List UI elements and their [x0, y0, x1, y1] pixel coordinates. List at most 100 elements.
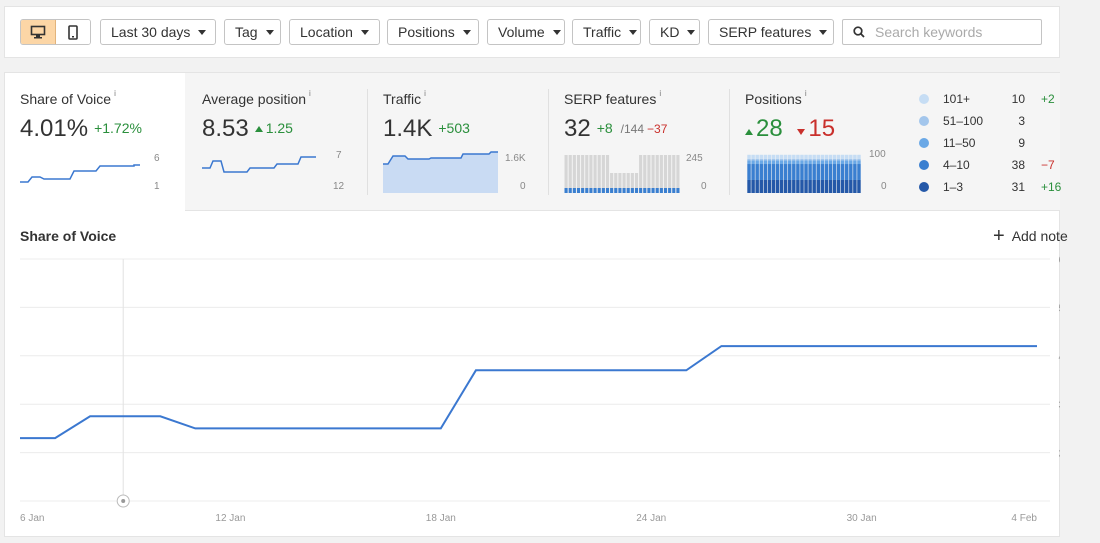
- positions-bar-segment: [775, 158, 780, 161]
- positions-stacked-sparkline: [747, 154, 861, 193]
- positions-bar-segment: [775, 154, 780, 159]
- serp-value: 32: [564, 115, 591, 142]
- positions-bar-segment: [812, 179, 816, 193]
- info-icon[interactable]: i: [804, 89, 807, 98]
- serp-bar-bg: [647, 155, 651, 188]
- serp-bar-owned: [597, 188, 601, 193]
- serp-bar-owned: [626, 188, 630, 193]
- date-range-filter[interactable]: Last 30 days: [100, 19, 216, 45]
- positions-bar-segment: [796, 179, 800, 193]
- card-value: 32 +8/144 −37: [564, 115, 667, 143]
- legend-dot: [919, 160, 929, 170]
- positions-bar-segment: [853, 158, 857, 161]
- info-icon[interactable]: i: [309, 89, 311, 98]
- positions-bar-segment: [771, 154, 776, 159]
- positions-filter[interactable]: Positions: [387, 19, 479, 45]
- mobile-icon[interactable]: [55, 20, 90, 44]
- serp-bar-bg: [630, 173, 634, 188]
- positions-bar-segment: [845, 160, 849, 165]
- positions-down: 15: [808, 115, 836, 142]
- legend-row-11-50[interactable]: 11–50 9: [915, 136, 1055, 150]
- traffic-filter[interactable]: Traffic: [572, 19, 641, 45]
- positions-bar-segment: [853, 160, 857, 165]
- positions-bar-segment: [796, 158, 800, 161]
- serp-bar-bg: [593, 155, 597, 188]
- positions-bar-segment: [751, 158, 755, 161]
- card-title: Traffic i: [383, 89, 426, 107]
- legend-dot: [919, 138, 929, 148]
- share-of-voice-card[interactable]: Share of Voice i 4.01% +1.72% 6 1: [5, 73, 185, 211]
- positions-bar-segment: [800, 158, 804, 161]
- info-icon[interactable]: i: [659, 89, 662, 98]
- positions-bar-segment: [759, 160, 763, 165]
- card-title-text: SERP features: [564, 91, 657, 107]
- info-icon[interactable]: i: [114, 89, 116, 98]
- positions-bar-segment: [832, 179, 837, 193]
- positions-bar-segment: [767, 154, 772, 159]
- average-position-card[interactable]: Average position i 8.53 1.25 7 12: [187, 73, 367, 211]
- positions-bar-segment: [845, 164, 849, 180]
- serp-bar-owned: [676, 188, 680, 193]
- serp-bar-owned: [647, 188, 651, 193]
- serp-bar-owned: [668, 188, 672, 193]
- add-note-button[interactable]: + Add note: [993, 226, 1068, 246]
- y-tick-label: 2%: [1059, 449, 1060, 460]
- positions-bar-segment: [755, 164, 759, 180]
- tag-filter[interactable]: Tag: [224, 19, 281, 45]
- serp-bar-bg: [568, 155, 572, 188]
- serp-bar-bg: [643, 155, 647, 188]
- positions-bar-segment: [771, 158, 776, 161]
- volume-filter[interactable]: Volume: [487, 19, 565, 45]
- kd-filter[interactable]: KD: [649, 19, 700, 45]
- positions-bar-segment: [755, 158, 759, 161]
- desktop-icon[interactable]: [21, 20, 56, 44]
- sparkline-tick-top: 7: [336, 150, 342, 161]
- positions-bar-segment: [857, 179, 861, 193]
- x-tick-label: 30 Jan: [847, 513, 877, 524]
- positions-bar-segment: [783, 160, 788, 165]
- serp-features-card[interactable]: SERP features i 32 +8/144 −37 245 0: [549, 73, 729, 211]
- serp-bar-owned: [581, 188, 585, 193]
- serp-bar-owned: [655, 188, 659, 193]
- legend-row-51-100[interactable]: 51–100 3: [915, 114, 1055, 128]
- x-tick-label: 24 Jan: [636, 513, 666, 524]
- positions-bar-segment: [767, 179, 772, 193]
- avg-sparkline: [202, 156, 316, 173]
- kd-label: KD: [660, 24, 680, 40]
- sparkline-tick-bottom: 0: [881, 181, 887, 192]
- x-tick-label: 6 Jan: [20, 513, 44, 524]
- positions-bar-segment: [759, 164, 763, 180]
- search-input[interactable]: [875, 24, 1035, 40]
- serp-bar-bg: [610, 173, 614, 188]
- legend-row-1-3[interactable]: 1–3 31 +16: [915, 180, 1061, 194]
- card-value: 1.4K +503: [383, 115, 470, 143]
- card-divider: [729, 89, 730, 195]
- serp-total-delta: −37: [647, 122, 668, 136]
- positions-bar-segment: [832, 164, 837, 180]
- location-filter[interactable]: Location: [289, 19, 380, 45]
- positions-card[interactable]: Positions i 28 15 100 0: [730, 73, 1060, 211]
- legend-row-101plus[interactable]: 101+ 10 +2: [915, 92, 1055, 106]
- serp-bar-bg: [622, 173, 626, 188]
- positions-bar-segment: [836, 154, 841, 159]
- positions-bar-segment: [812, 154, 816, 159]
- serp-features-filter[interactable]: SERP features: [708, 19, 834, 45]
- positions-bar-segment: [767, 158, 772, 161]
- positions-bar-segment: [832, 160, 837, 165]
- avg-value: 8.53: [202, 115, 249, 142]
- positions-bar-segment: [808, 179, 812, 193]
- legend-label: 51–100: [943, 114, 984, 128]
- traffic-card[interactable]: Traffic i 1.4K +503 1.6K 0: [368, 73, 548, 211]
- share-of-voice-chart: 6% 5% 4% 3% 2% 6 Jan 12 Jan 18 Jan 24 Jan 30 Jan 4…: [20, 255, 1060, 524]
- positions-bar-segment: [816, 158, 820, 161]
- positions-bar-segment: [836, 160, 841, 165]
- positions-bar-segment: [804, 164, 808, 180]
- serp-bar-owned: [576, 188, 581, 193]
- legend-row-4-10[interactable]: 4–10 38 −7: [915, 158, 1055, 172]
- serp-delta: +8: [596, 120, 613, 136]
- positions-bar-segment: [755, 160, 759, 165]
- serp-features-label: SERP features: [719, 24, 812, 40]
- info-icon[interactable]: i: [424, 89, 426, 98]
- positions-bar-segment: [759, 154, 763, 159]
- positions-bar-segment: [796, 164, 800, 180]
